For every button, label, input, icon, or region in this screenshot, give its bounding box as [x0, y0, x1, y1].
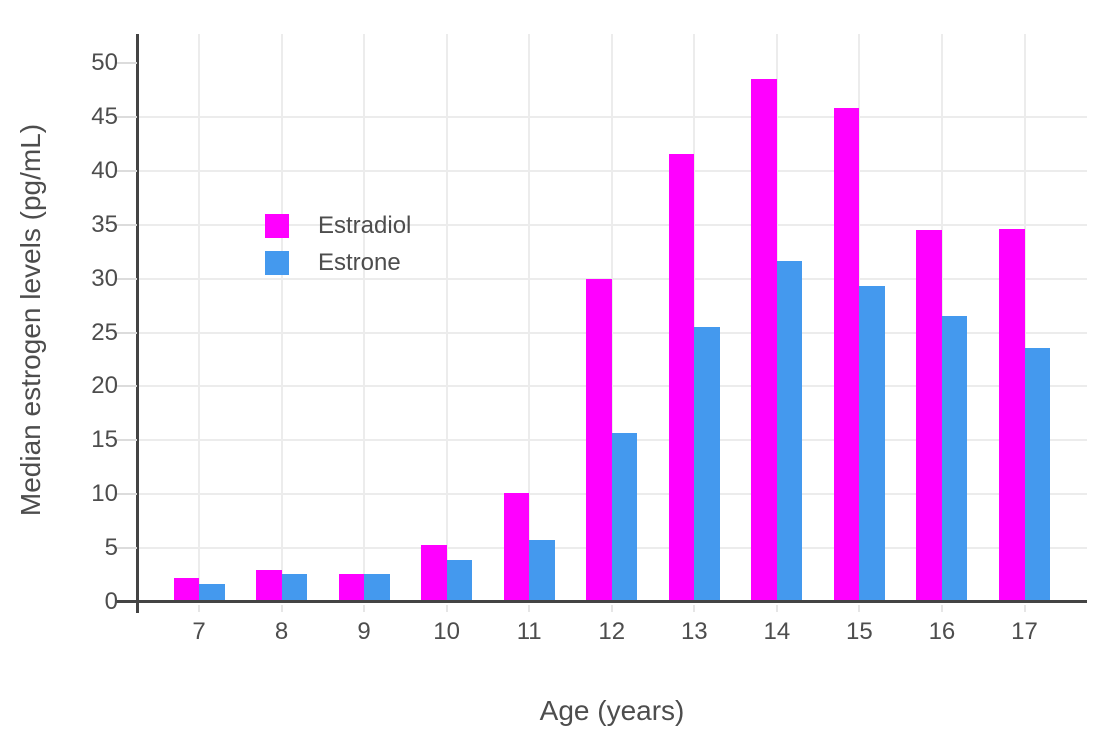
bar-estrone-9[interactable] [364, 573, 390, 602]
y-tick-label: 40 [91, 156, 118, 184]
bar-estradiol-8[interactable] [256, 569, 282, 602]
y-tick-label: 5 [104, 534, 118, 562]
gridline-vertical [1023, 34, 1026, 602]
y-tick-label: 45 [91, 102, 118, 130]
x-tick [445, 605, 448, 612]
y-tick-label: 30 [91, 264, 118, 292]
bar-estradiol-15[interactable] [833, 108, 860, 602]
y-tick-label: 25 [91, 318, 118, 346]
bar-estradiol-17[interactable] [999, 229, 1025, 602]
x-tick-label: 16 [928, 618, 956, 645]
y-tick [117, 331, 137, 334]
bar-estrone-12[interactable] [611, 432, 638, 602]
bar-estrone-13[interactable] [694, 327, 720, 602]
x-tick-label: 11 [516, 618, 542, 645]
y-tick [117, 277, 137, 280]
bar-estrone-17[interactable] [1024, 347, 1050, 602]
x-tick [363, 605, 366, 612]
x-tick [610, 605, 613, 612]
x-tick [280, 605, 283, 612]
bar-estrone-10[interactable] [446, 559, 473, 602]
legend-swatch-estrone-icon [265, 251, 289, 275]
y-tick-label: 20 [91, 372, 118, 400]
y-tick [117, 439, 137, 442]
x-tick-label: 7 [192, 618, 206, 645]
bar-estradiol-14[interactable] [751, 79, 777, 602]
x-tick-label: 12 [598, 618, 626, 645]
gridline-vertical [280, 34, 283, 602]
y-tick [117, 62, 137, 65]
legend-label: Estradiol [318, 212, 412, 239]
bar-estrone-15[interactable] [859, 286, 885, 602]
gridline-vertical [693, 34, 696, 602]
y-tick-label: 35 [91, 210, 118, 238]
x-tick-label: 15 [846, 618, 873, 645]
legend: Estradiol Estrone [265, 214, 411, 288]
bar-estradiol-12[interactable] [586, 278, 612, 602]
x-tick [198, 605, 200, 612]
x-tick [940, 605, 943, 612]
gridline-vertical [198, 34, 200, 602]
y-tick [117, 169, 137, 172]
bar-estradiol-10[interactable] [421, 544, 447, 602]
x-tick [693, 605, 696, 612]
bar-estrone-11[interactable] [529, 539, 555, 602]
bar-estradiol-7[interactable] [173, 578, 199, 602]
bar-estradiol-13[interactable] [668, 153, 695, 602]
gridline-vertical [363, 34, 366, 602]
x-axis-title: Age (years) [539, 695, 685, 726]
legend-item-estradiol[interactable]: Estradiol [265, 214, 411, 238]
x-axis-line [136, 600, 1087, 603]
legend-label: Estrone [318, 249, 401, 276]
x-tick-label: 14 [763, 618, 791, 645]
x-tick [528, 605, 531, 612]
gridline-vertical [445, 34, 448, 602]
y-tick-label: 10 [91, 480, 118, 508]
gridline-vertical [610, 34, 613, 602]
bar-estrone-8[interactable] [281, 573, 308, 602]
bar-estrone-7[interactable] [199, 583, 225, 602]
x-tick-label: 8 [274, 618, 289, 645]
x-tick-label: 13 [680, 618, 708, 645]
x-tick-label: 10 [433, 618, 460, 645]
x-tick-label: 17 [1011, 618, 1038, 645]
bar-estrone-14[interactable] [776, 261, 803, 602]
y-tick [117, 493, 137, 496]
y-tick-label: 50 [91, 49, 118, 77]
x-tick-label: 9 [357, 618, 371, 645]
y-tick [116, 600, 137, 603]
legend-item-estrone[interactable]: Estrone [265, 251, 411, 275]
gridline-vertical [528, 34, 531, 602]
bar-estradiol-9[interactable] [338, 573, 365, 602]
legend-swatch-estradiol-icon [265, 214, 289, 238]
y-tick-label: 0 [104, 588, 118, 615]
y-tick [117, 385, 137, 388]
y-tick [117, 223, 137, 226]
y-axis-line [136, 34, 139, 613]
x-tick [1023, 605, 1026, 612]
bar-estrone-16[interactable] [941, 316, 968, 602]
x-tick [858, 605, 861, 612]
plot-area [116, 34, 1087, 613]
x-tick [775, 605, 778, 612]
y-tick [117, 116, 137, 118]
bar-estradiol-11[interactable] [503, 493, 530, 602]
bar-estradiol-16[interactable] [916, 230, 942, 602]
y-tick-label: 15 [91, 426, 118, 454]
y-tick [117, 547, 137, 550]
